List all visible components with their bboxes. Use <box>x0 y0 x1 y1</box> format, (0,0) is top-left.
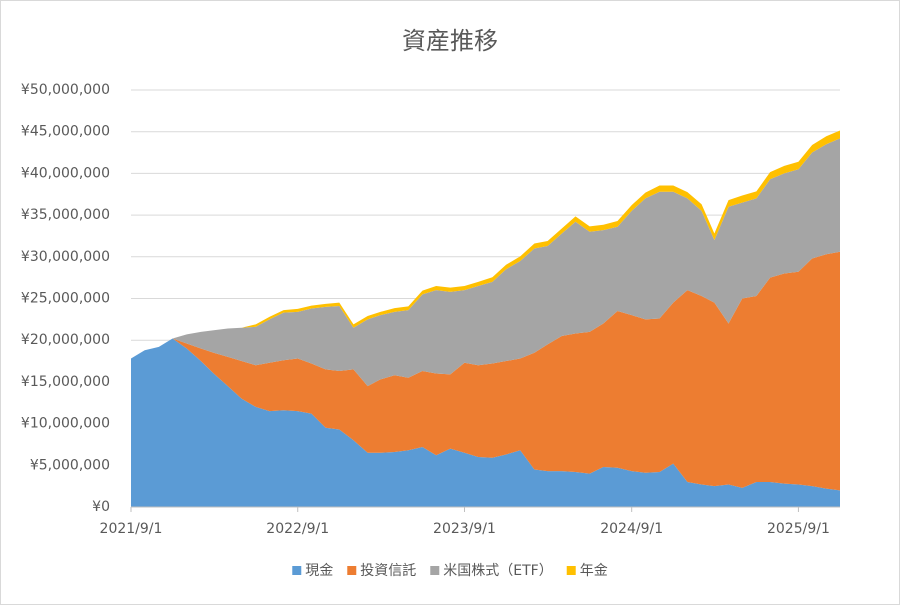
legend-swatch <box>292 566 302 575</box>
legend-label: 米国株式（ETF） <box>443 563 552 579</box>
legend-label: 投資信託 <box>360 563 416 579</box>
legend-label: 年金 <box>580 563 608 579</box>
y-tick-label: ¥15,000,000 <box>21 374 110 390</box>
y-tick-label: ¥5,000,000 <box>30 457 110 473</box>
chart-title: 資産推移 <box>402 27 498 55</box>
area <box>131 338 840 507</box>
y-tick-label: ¥25,000,000 <box>21 291 110 307</box>
area <box>131 251 840 491</box>
legend: 現金 投資信託 米国株式（ETF） 年金 <box>292 563 608 579</box>
area <box>131 138 840 387</box>
legend-swatch <box>566 566 576 575</box>
x-tick-label: 2024/9/1 <box>600 521 663 537</box>
y-tick-label: ¥40,000,000 <box>21 165 110 181</box>
y-tick-label: ¥45,000,000 <box>21 124 110 140</box>
y-tick-label: ¥20,000,000 <box>21 332 110 348</box>
legend-swatch <box>430 566 440 575</box>
y-tick-label: ¥50,000,000 <box>21 82 110 98</box>
x-tick-label: 2022/9/1 <box>266 521 329 537</box>
x-tick-label: 2023/9/1 <box>433 521 496 537</box>
legend-swatch <box>347 566 357 575</box>
legend-label: 現金 <box>305 563 333 579</box>
y-tick-label: ¥10,000,000 <box>21 416 110 432</box>
y-tick-label: ¥35,000,000 <box>21 207 110 223</box>
y-tick-label: ¥30,000,000 <box>21 249 110 265</box>
y-tick-label: ¥0 <box>92 499 110 515</box>
x-tick-label: 2025/9/1 <box>767 521 830 537</box>
area <box>131 130 840 359</box>
x-tick-label: 2021/9/1 <box>100 521 163 537</box>
